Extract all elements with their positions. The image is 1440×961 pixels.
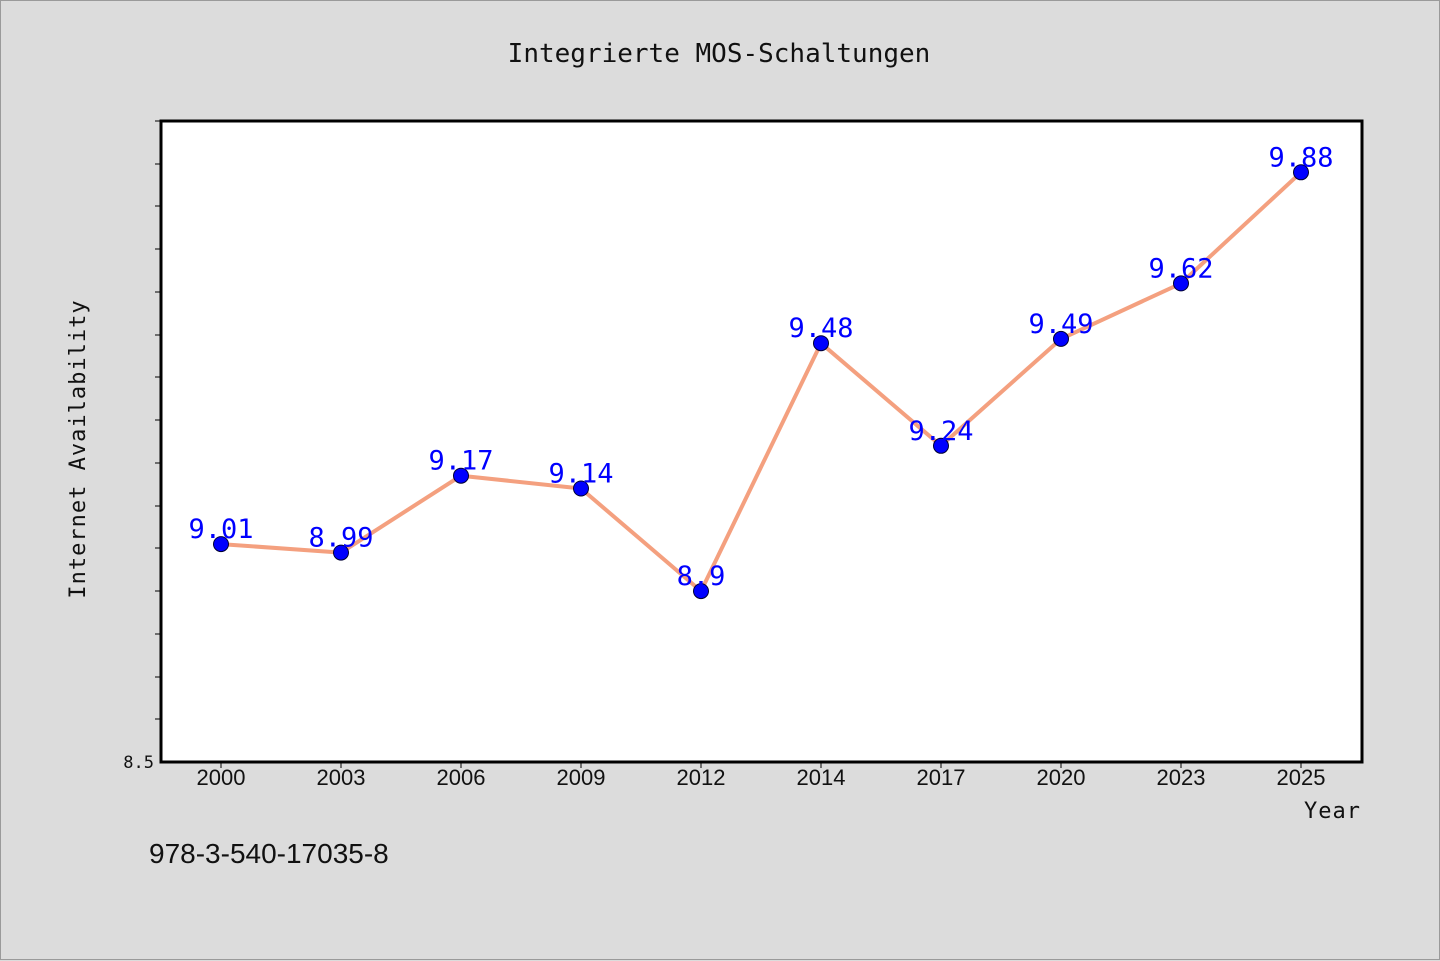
series-layer	[213, 164, 1309, 600]
chart-title: Integrierte MOS-Schaltungen	[508, 39, 931, 69]
data-point	[933, 437, 949, 454]
data-point	[1173, 275, 1189, 292]
isbn-text: 978-3-540-17035-8	[149, 838, 389, 869]
data-point	[213, 536, 229, 553]
x-tick-label: 2014	[797, 765, 846, 790]
data-point	[1053, 330, 1069, 347]
data-label: 9.01	[188, 514, 253, 545]
data-label: 9.14	[548, 459, 613, 490]
data-point	[453, 467, 469, 484]
y-tick-label: 8.5	[123, 753, 154, 773]
data-label: 9.24	[908, 416, 973, 447]
x-tick-label: 2012	[677, 765, 726, 790]
data-point	[813, 335, 829, 352]
data-label: 9.88	[1268, 142, 1333, 173]
x-tick-label: 2017	[917, 765, 966, 790]
data-label: 9.17	[428, 446, 493, 477]
x-tick-label: 2000	[197, 765, 246, 790]
data-point	[333, 544, 349, 561]
x-tick-label: 2020	[1037, 765, 1086, 790]
x-axis-ticks: 2000 2003 2006 2009 2012 2014 2017 2020 2023 2025	[197, 762, 1326, 790]
series-line	[220, 170, 1303, 594]
data-labels-layer: 9.01 8.99 9.17 9.14 8.9 9.48 9.24 9.49 9.62 9.88	[188, 142, 1333, 592]
plot-area	[159, 119, 1364, 764]
data-label: 8.9	[677, 561, 726, 592]
data-point	[573, 480, 589, 497]
y-axis-ticks: 8.5	[123, 120, 161, 773]
x-tick-label: 2003	[317, 765, 366, 790]
data-label: 8.99	[308, 523, 373, 554]
x-tick-label: 2009	[557, 765, 606, 790]
x-tick-label: 2023	[1157, 765, 1206, 790]
x-axis-label: Year	[1304, 799, 1361, 824]
y-axis-label: Internet Availability	[66, 299, 91, 598]
data-label: 9.48	[788, 313, 853, 344]
data-point	[1293, 164, 1309, 181]
x-tick-label: 2006	[437, 765, 486, 790]
data-label: 9.62	[1148, 253, 1213, 284]
data-label: 9.49	[1028, 309, 1093, 340]
x-tick-label: 2025	[1277, 765, 1326, 790]
data-point	[693, 583, 709, 600]
